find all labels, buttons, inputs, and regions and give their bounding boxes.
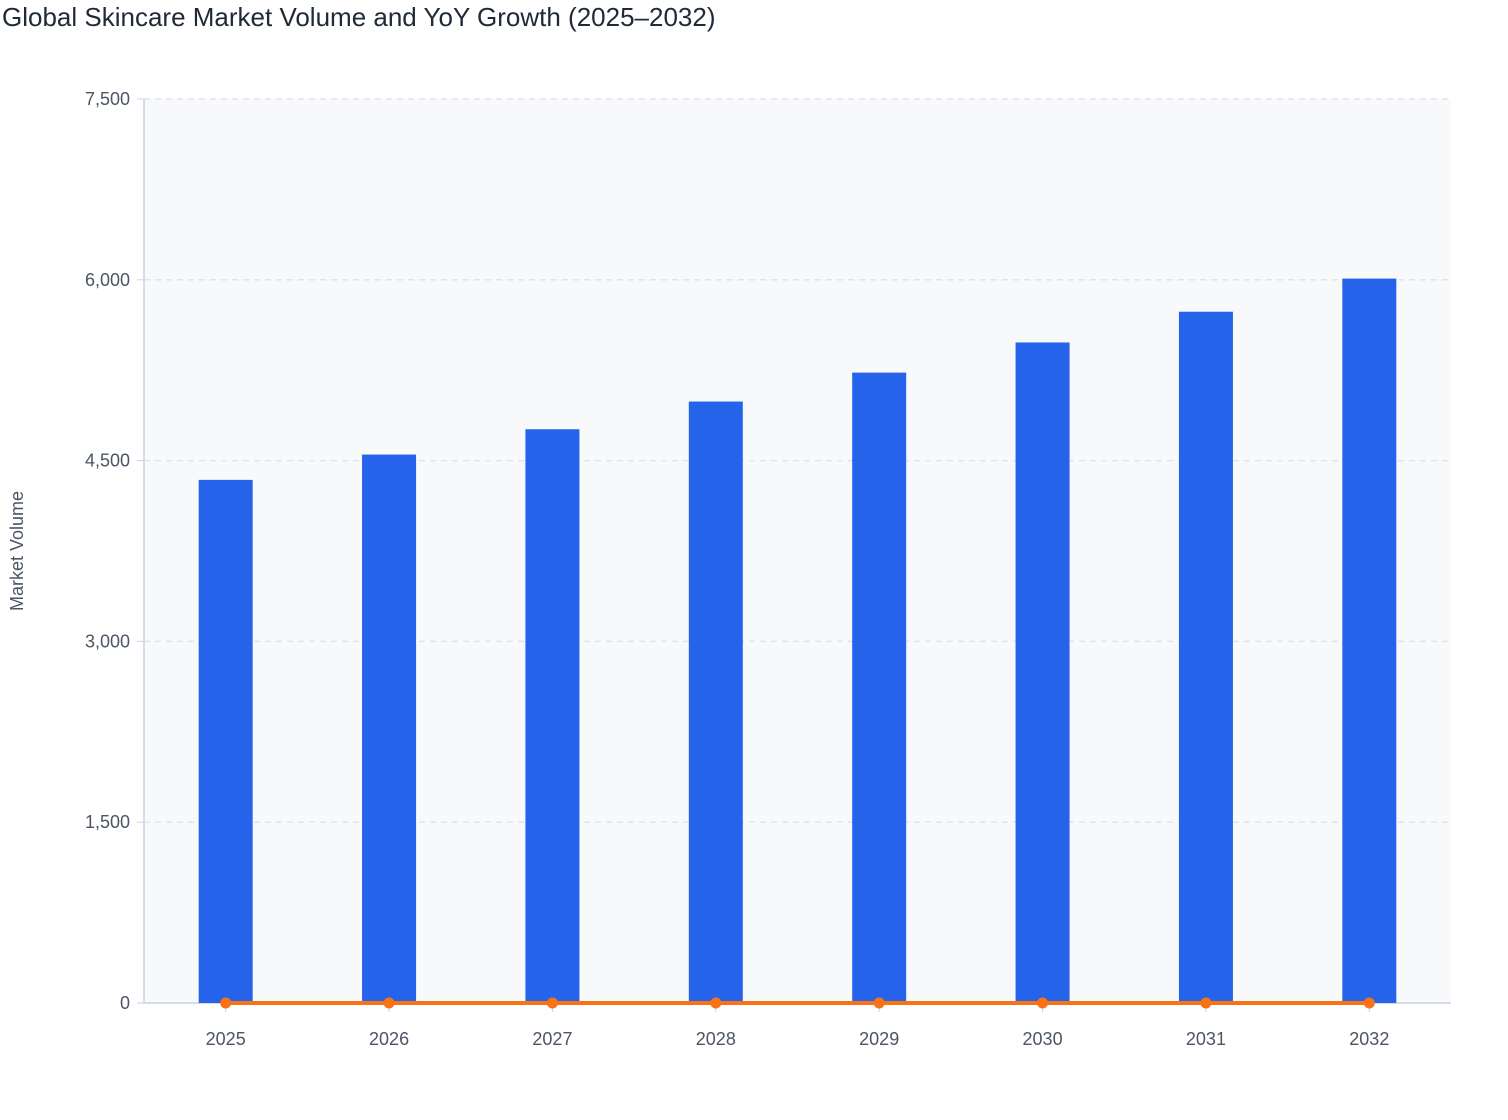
growth-point-2031 (1200, 997, 1212, 1009)
bar-2027 (525, 429, 580, 1003)
plot-area (144, 99, 1451, 1003)
y-tick-label: 3,000 (85, 631, 130, 651)
growth-point-2025 (220, 997, 232, 1009)
growth-point-2028 (710, 997, 722, 1009)
chart-title: Global Skincare Market Volume and YoY Gr… (2, 2, 716, 32)
growth-point-2026 (383, 997, 395, 1009)
x-tick-label: 2030 (1023, 1029, 1063, 1049)
y-tick-label: 6,000 (85, 270, 130, 290)
x-tick-label: 2029 (859, 1029, 899, 1049)
x-tick-label: 2031 (1186, 1029, 1226, 1049)
x-tick-label: 2025 (206, 1029, 246, 1049)
bar-2026 (362, 454, 417, 1003)
bar-2032 (1342, 278, 1397, 1003)
y-tick-label: 4,500 (85, 451, 130, 471)
bar-2028 (688, 401, 743, 1003)
y-axis-label: Market Volume (7, 491, 27, 611)
x-tick-label: 2027 (532, 1029, 572, 1049)
y-tick-label: 7,500 (85, 89, 130, 109)
bar-2025 (198, 479, 253, 1003)
x-tick-label: 2032 (1349, 1029, 1389, 1049)
growth-point-2027 (546, 997, 558, 1009)
growth-point-2030 (1037, 997, 1049, 1009)
x-tick-label: 2026 (369, 1029, 409, 1049)
bar-2031 (1178, 311, 1233, 1003)
y-tick-label: 1,500 (85, 812, 130, 832)
bar-2029 (852, 372, 907, 1003)
x-tick-label: 2028 (696, 1029, 736, 1049)
growth-point-2032 (1363, 997, 1375, 1009)
growth-point-2029 (873, 997, 885, 1009)
bar-2030 (1015, 342, 1070, 1004)
y-tick-label: 0 (120, 993, 130, 1013)
